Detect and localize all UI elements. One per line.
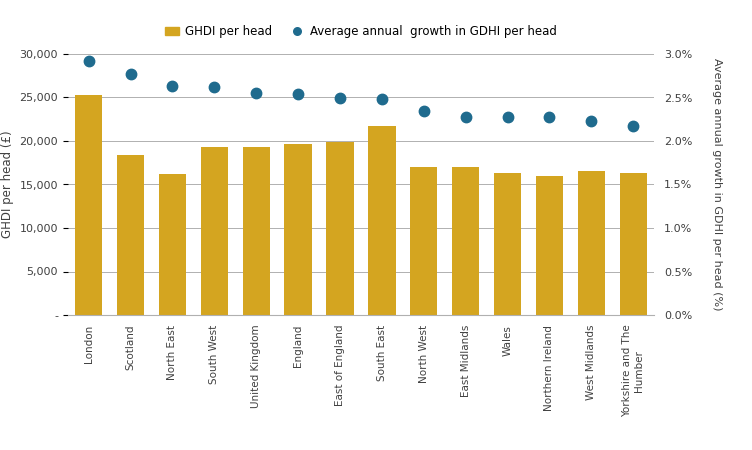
Bar (284, 144, 312, 315)
Average annual  growth in GDHI per head (126, 71, 135, 76)
Average annual  growth in GDHI per head (420, 108, 429, 113)
Bar (117, 155, 144, 315)
Bar (494, 173, 521, 315)
Bar (159, 174, 186, 315)
Bar (620, 173, 647, 315)
Average annual  growth in GDHI per head (461, 114, 470, 119)
Y-axis label: Average annual growth in GDHI per head (%): Average annual growth in GDHI per head (… (712, 58, 722, 311)
Bar (452, 167, 479, 315)
Bar (578, 171, 605, 315)
Average annual  growth in GDHI per head (210, 84, 219, 90)
Bar (536, 176, 563, 315)
Average annual  growth in GDHI per head (84, 58, 93, 63)
Average annual  growth in GDHI per head (252, 90, 261, 96)
Bar (201, 147, 228, 315)
Average annual  growth in GDHI per head (629, 123, 638, 129)
Average annual  growth in GDHI per head (503, 114, 512, 119)
Y-axis label: GHDI per head (£): GHDI per head (£) (1, 130, 14, 238)
Bar (243, 147, 270, 315)
Legend: GHDI per head, Average annual  growth in GDHI per head: GHDI per head, Average annual growth in … (160, 20, 562, 43)
Bar (368, 126, 396, 315)
Average annual  growth in GDHI per head (335, 95, 344, 100)
Line: Average annual  growth in GDHI per head: Average annual growth in GDHI per head (83, 56, 638, 131)
Average annual  growth in GDHI per head (587, 118, 596, 124)
Bar (326, 142, 353, 315)
Average annual  growth in GDHI per head (168, 84, 177, 89)
Average annual  growth in GDHI per head (293, 91, 302, 97)
Average annual  growth in GDHI per head (545, 114, 554, 119)
Bar (75, 95, 102, 315)
Bar (410, 167, 438, 315)
Average annual  growth in GDHI per head (378, 97, 387, 102)
